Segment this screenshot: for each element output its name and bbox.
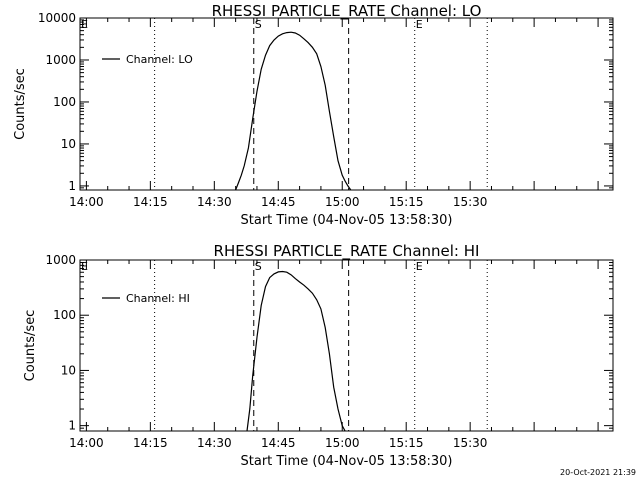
x-tick-label: 14:45 (261, 436, 296, 450)
y-axis-label: Counts/sec (23, 310, 38, 382)
y-tick-label: 1 (68, 179, 76, 193)
series-line (246, 270, 346, 432)
x-tick-label: 15:15 (389, 436, 424, 450)
y-tick-label: 10 (61, 363, 76, 377)
y-tick-label: 100 (53, 308, 76, 322)
timestamp: 20-Oct-2021 21:39 (560, 468, 636, 477)
chart-title: RHESSI PARTICLE_RATE Channel: HI (214, 242, 480, 261)
y-tick-label: 10000 (38, 11, 76, 25)
time-marker-label: S (255, 18, 262, 31)
x-tick-label: 14:00 (69, 436, 104, 450)
plot-frame (79, 17, 614, 191)
x-axis-label: Start Time (04-Nov-05 13:58:30) (241, 454, 453, 469)
time-marker-label: E (416, 260, 423, 273)
x-tick-label: 14:15 (133, 436, 168, 450)
x-tick-label: 14:45 (261, 195, 296, 209)
x-tick-label: 14:30 (197, 195, 232, 209)
time-marker-label: S (255, 260, 262, 273)
chart-title: RHESSI PARTICLE_RATE Channel: LO (212, 2, 482, 21)
y-axis-label: Counts/sec (13, 68, 28, 140)
x-tick-label: 15:15 (389, 195, 424, 209)
x-tick-label: 14:15 (133, 195, 168, 209)
x-tick-label: 15:00 (325, 195, 360, 209)
x-tick-label: 15:30 (453, 436, 488, 450)
y-tick-label: 1000 (45, 53, 76, 67)
x-tick-label: 14:30 (197, 436, 232, 450)
y-tick-label: 1 (68, 419, 76, 433)
series-line (235, 31, 352, 191)
x-axis-label: Start Time (04-Nov-05 13:58:30) (241, 213, 453, 228)
time-marker-label: E (81, 260, 88, 273)
legend-label: Channel: LO (126, 53, 193, 66)
time-marker-label: E (416, 18, 423, 31)
x-tick-label: 14:00 (69, 195, 104, 209)
y-tick-label: 1000 (45, 253, 76, 267)
plot-frame (79, 259, 614, 432)
time-marker-label: E (81, 18, 88, 31)
x-tick-label: 15:30 (453, 195, 488, 209)
x-tick-label: 15:00 (325, 436, 360, 450)
y-tick-label: 10 (61, 137, 76, 151)
y-tick-label: 100 (53, 95, 76, 109)
legend-label: Channel: HI (126, 292, 190, 305)
